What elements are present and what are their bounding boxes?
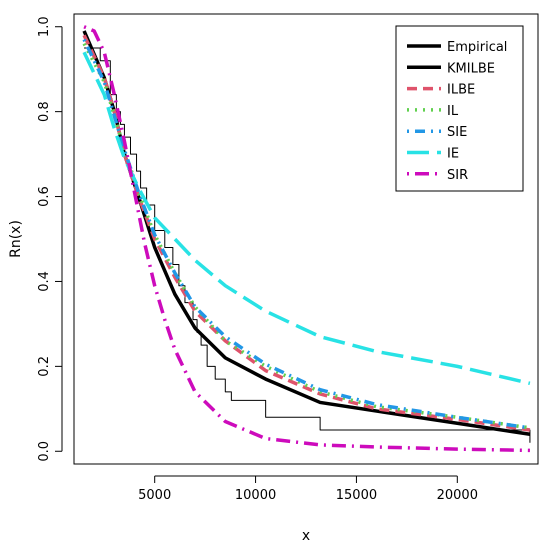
legend-label: SIE	[447, 125, 467, 140]
y-tick-label: 0.4	[37, 271, 52, 292]
series-line-ie	[82, 51, 531, 386]
plot-frame	[73, 13, 539, 465]
legend: Empirical KMILBE ILBE IL SIE IE SIR	[395, 25, 524, 192]
y-tick-label: 0.2	[37, 356, 52, 377]
series-line-empirical	[84, 47, 531, 443]
x-axis: 5000 10000 15000 20000	[138, 475, 478, 503]
legend-label: KMILBE	[447, 61, 495, 76]
x-axis-title: x	[302, 528, 310, 544]
y-tick-label: 0.6	[37, 186, 52, 207]
legend-label: SIR	[447, 168, 468, 183]
legend-label: ILBE	[447, 83, 475, 98]
legend-label: IL	[447, 104, 459, 119]
y-tick-label: 1.0	[37, 16, 52, 37]
y-axis: 0.0 0.2 0.4 0.6 0.8 1.0	[37, 16, 63, 462]
x-tick-label: 5000	[138, 488, 171, 503]
x-tick-label: 20000	[437, 488, 478, 503]
legend-label: Empirical	[447, 40, 507, 55]
series-line-sir	[83, 25, 530, 453]
y-tick-label: 0.0	[37, 441, 52, 462]
legend-label: IE	[447, 147, 459, 162]
legend-box	[395, 25, 524, 192]
x-tick-label: 15000	[336, 488, 377, 503]
series-line-sie	[82, 38, 531, 430]
series-layer	[82, 25, 531, 453]
x-tick-label: 10000	[235, 488, 276, 503]
y-axis-title: Rn(x)	[8, 220, 24, 258]
y-tick-label: 0.8	[37, 101, 52, 122]
series-line-il	[82, 42, 531, 430]
